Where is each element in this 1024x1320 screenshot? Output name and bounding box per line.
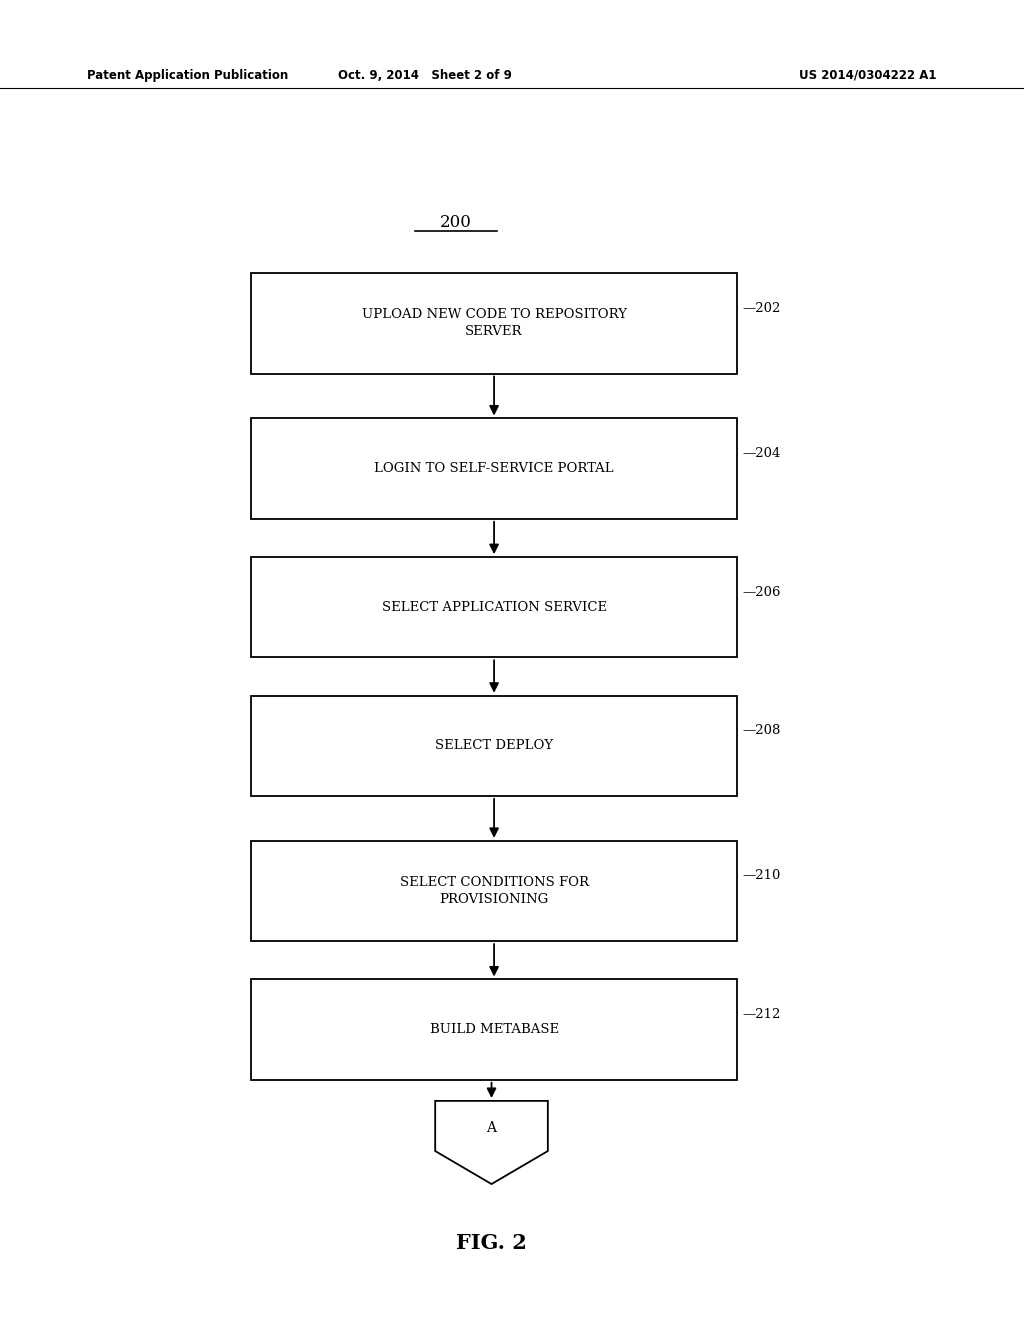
Text: —212: —212 xyxy=(742,1008,780,1022)
Text: SELECT DEPLOY: SELECT DEPLOY xyxy=(435,739,553,752)
Text: Patent Application Publication: Patent Application Publication xyxy=(87,69,289,82)
Text: —206: —206 xyxy=(742,586,781,599)
Text: Oct. 9, 2014   Sheet 2 of 9: Oct. 9, 2014 Sheet 2 of 9 xyxy=(338,69,512,82)
Text: —208: —208 xyxy=(742,725,780,738)
Text: 200: 200 xyxy=(439,214,472,231)
Text: FIG. 2: FIG. 2 xyxy=(456,1233,527,1254)
Text: US 2014/0304222 A1: US 2014/0304222 A1 xyxy=(799,69,936,82)
Text: UPLOAD NEW CODE TO REPOSITORY
SERVER: UPLOAD NEW CODE TO REPOSITORY SERVER xyxy=(361,309,627,338)
Text: A: A xyxy=(486,1122,497,1135)
FancyBboxPatch shape xyxy=(251,841,737,941)
Text: SELECT APPLICATION SERVICE: SELECT APPLICATION SERVICE xyxy=(382,601,606,614)
Polygon shape xyxy=(435,1101,548,1184)
Text: —202: —202 xyxy=(742,302,780,315)
Text: SELECT CONDITIONS FOR
PROVISIONING: SELECT CONDITIONS FOR PROVISIONING xyxy=(399,876,589,906)
Text: —210: —210 xyxy=(742,870,780,883)
FancyBboxPatch shape xyxy=(251,696,737,796)
FancyBboxPatch shape xyxy=(251,979,737,1080)
FancyBboxPatch shape xyxy=(251,557,737,657)
FancyBboxPatch shape xyxy=(251,418,737,519)
Text: BUILD METABASE: BUILD METABASE xyxy=(429,1023,559,1036)
Text: —204: —204 xyxy=(742,447,780,461)
Text: LOGIN TO SELF-SERVICE PORTAL: LOGIN TO SELF-SERVICE PORTAL xyxy=(374,462,614,475)
FancyBboxPatch shape xyxy=(251,273,737,374)
